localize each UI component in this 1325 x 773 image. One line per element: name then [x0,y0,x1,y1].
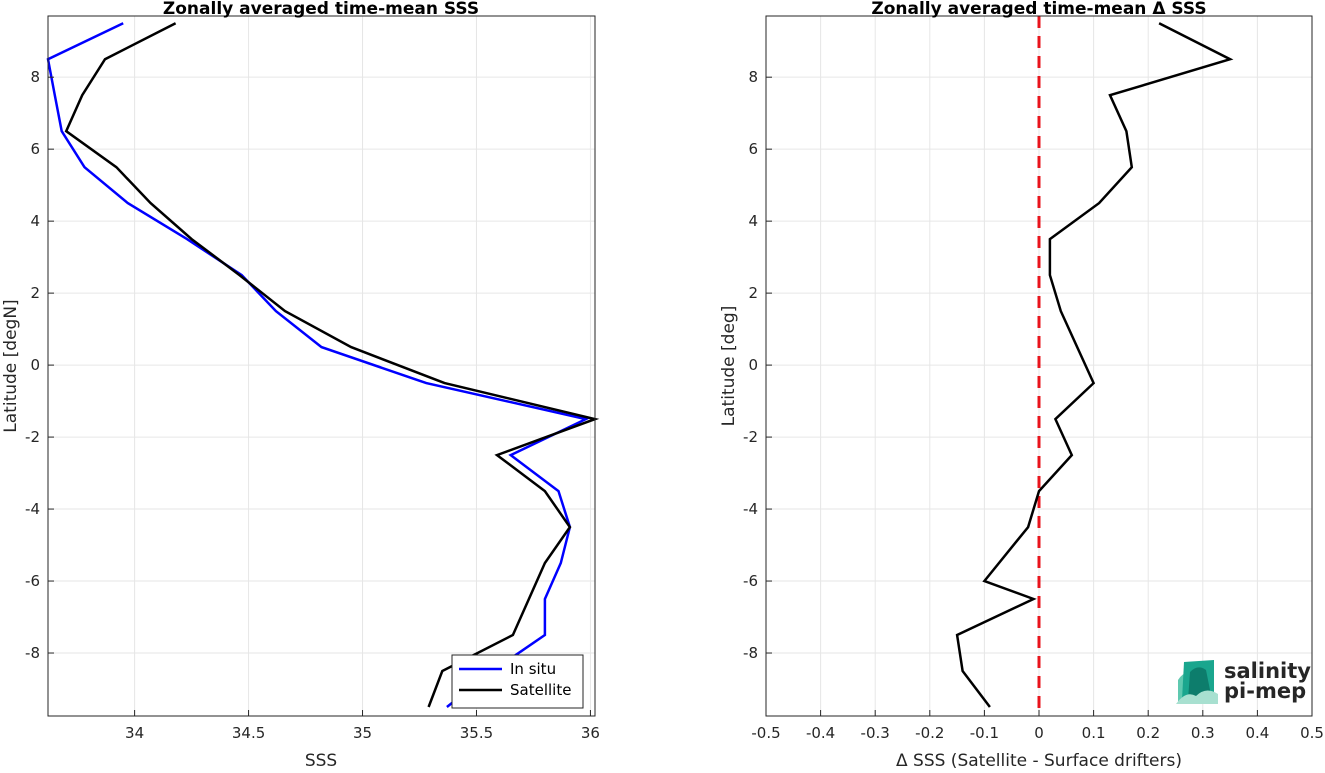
x-tick-label: 0.1 [1082,724,1106,742]
x-tick-label: 0.5 [1300,724,1324,742]
y-tick-label: 4 [748,212,758,230]
x-tick-label: 0.2 [1136,724,1160,742]
left-series-line-in-situ [46,22,590,708]
y-tick-label: 4 [30,212,40,230]
y-tick-label: 0 [30,356,40,374]
right-x-axis-label: Δ SSS (Satellite - Surface drifters) [896,751,1182,769]
x-tick-label: 35 [353,724,372,742]
right-chart-title: Zonally averaged time-mean Δ SSS [871,0,1206,19]
y-tick-label: -2 [743,428,758,446]
y-tick-label: -4 [25,500,40,518]
right-series-line-series-0 [955,22,1234,708]
left-series-layer [46,22,600,708]
y-tick-label: 8 [748,68,758,86]
left-series-line-satellite [64,22,600,708]
right-y-axis-label: Latitude [deg] [719,306,739,427]
y-tick-label: 2 [748,284,758,302]
legend: In situ Satellite [451,654,584,709]
salinity-pi-mep-logo: salinity pi-mep [1176,659,1311,704]
left-x-axis-label: SSS [305,751,337,769]
x-tick-label: 35.5 [460,724,493,742]
x-tick-label: 0.3 [1191,724,1215,742]
y-tick-label: -2 [25,428,40,446]
x-tick-label: -0.1 [970,724,999,742]
x-tick-label: -0.5 [751,724,780,742]
y-tick-label: 6 [30,140,40,158]
right-tick-labels: -0.5 -0.4 -0.3 -0.2 -0.1 0 0.1 0.2 0.3 0.4 0.5 -8 -6… [743,68,1324,742]
left-chart-title: Zonally averaged time-mean SSS [163,0,479,19]
right-series-layer [955,22,1234,708]
x-tick-label: 0.4 [1245,724,1269,742]
y-tick-label: 0 [748,356,758,374]
logo-emblem [1176,660,1218,704]
y-tick-label: -6 [25,572,40,590]
left-panel: 34 34.5 35 35.5 36 -8 -6 -4 -2 0 2 4 6 8 Zonally aver… [1,0,600,771]
y-tick-label: -6 [743,572,758,590]
logo-text-line2: pi-mep [1224,679,1306,703]
x-tick-label: 36 [581,724,600,742]
x-tick-label: -0.4 [806,724,835,742]
x-tick-label: -0.2 [915,724,944,742]
left-gridlines [48,16,595,716]
y-tick-label: 8 [30,68,40,86]
legend-label-in-situ: In situ [510,660,556,678]
x-tick-label: 34 [125,724,144,742]
legend-box [451,654,584,709]
left-plot-area [48,16,595,716]
y-tick-label: 6 [748,140,758,158]
y-tick-label: 2 [30,284,40,302]
y-tick-label: -4 [743,500,758,518]
x-tick-label: 0 [1034,724,1044,742]
left-tick-labels: 34 34.5 35 35.5 36 -8 -6 -4 -2 0 2 4 6 8 [25,68,600,742]
left-y-axis-label: Latitude [degN] [1,299,21,432]
left-axes-box [47,15,596,717]
y-tick-label: -8 [25,644,40,662]
x-tick-label: -0.3 [861,724,890,742]
legend-label-satellite: Satellite [510,681,571,699]
logo-text-line1: salinity [1224,659,1311,683]
y-tick-label: -8 [743,644,758,662]
x-tick-label: 34.5 [232,724,265,742]
right-panel: -0.5 -0.4 -0.3 -0.2 -0.1 0 0.1 0.2 0.3 0.4 0.5 -8 -6… [719,0,1324,771]
logo-wave-front [1176,690,1218,704]
